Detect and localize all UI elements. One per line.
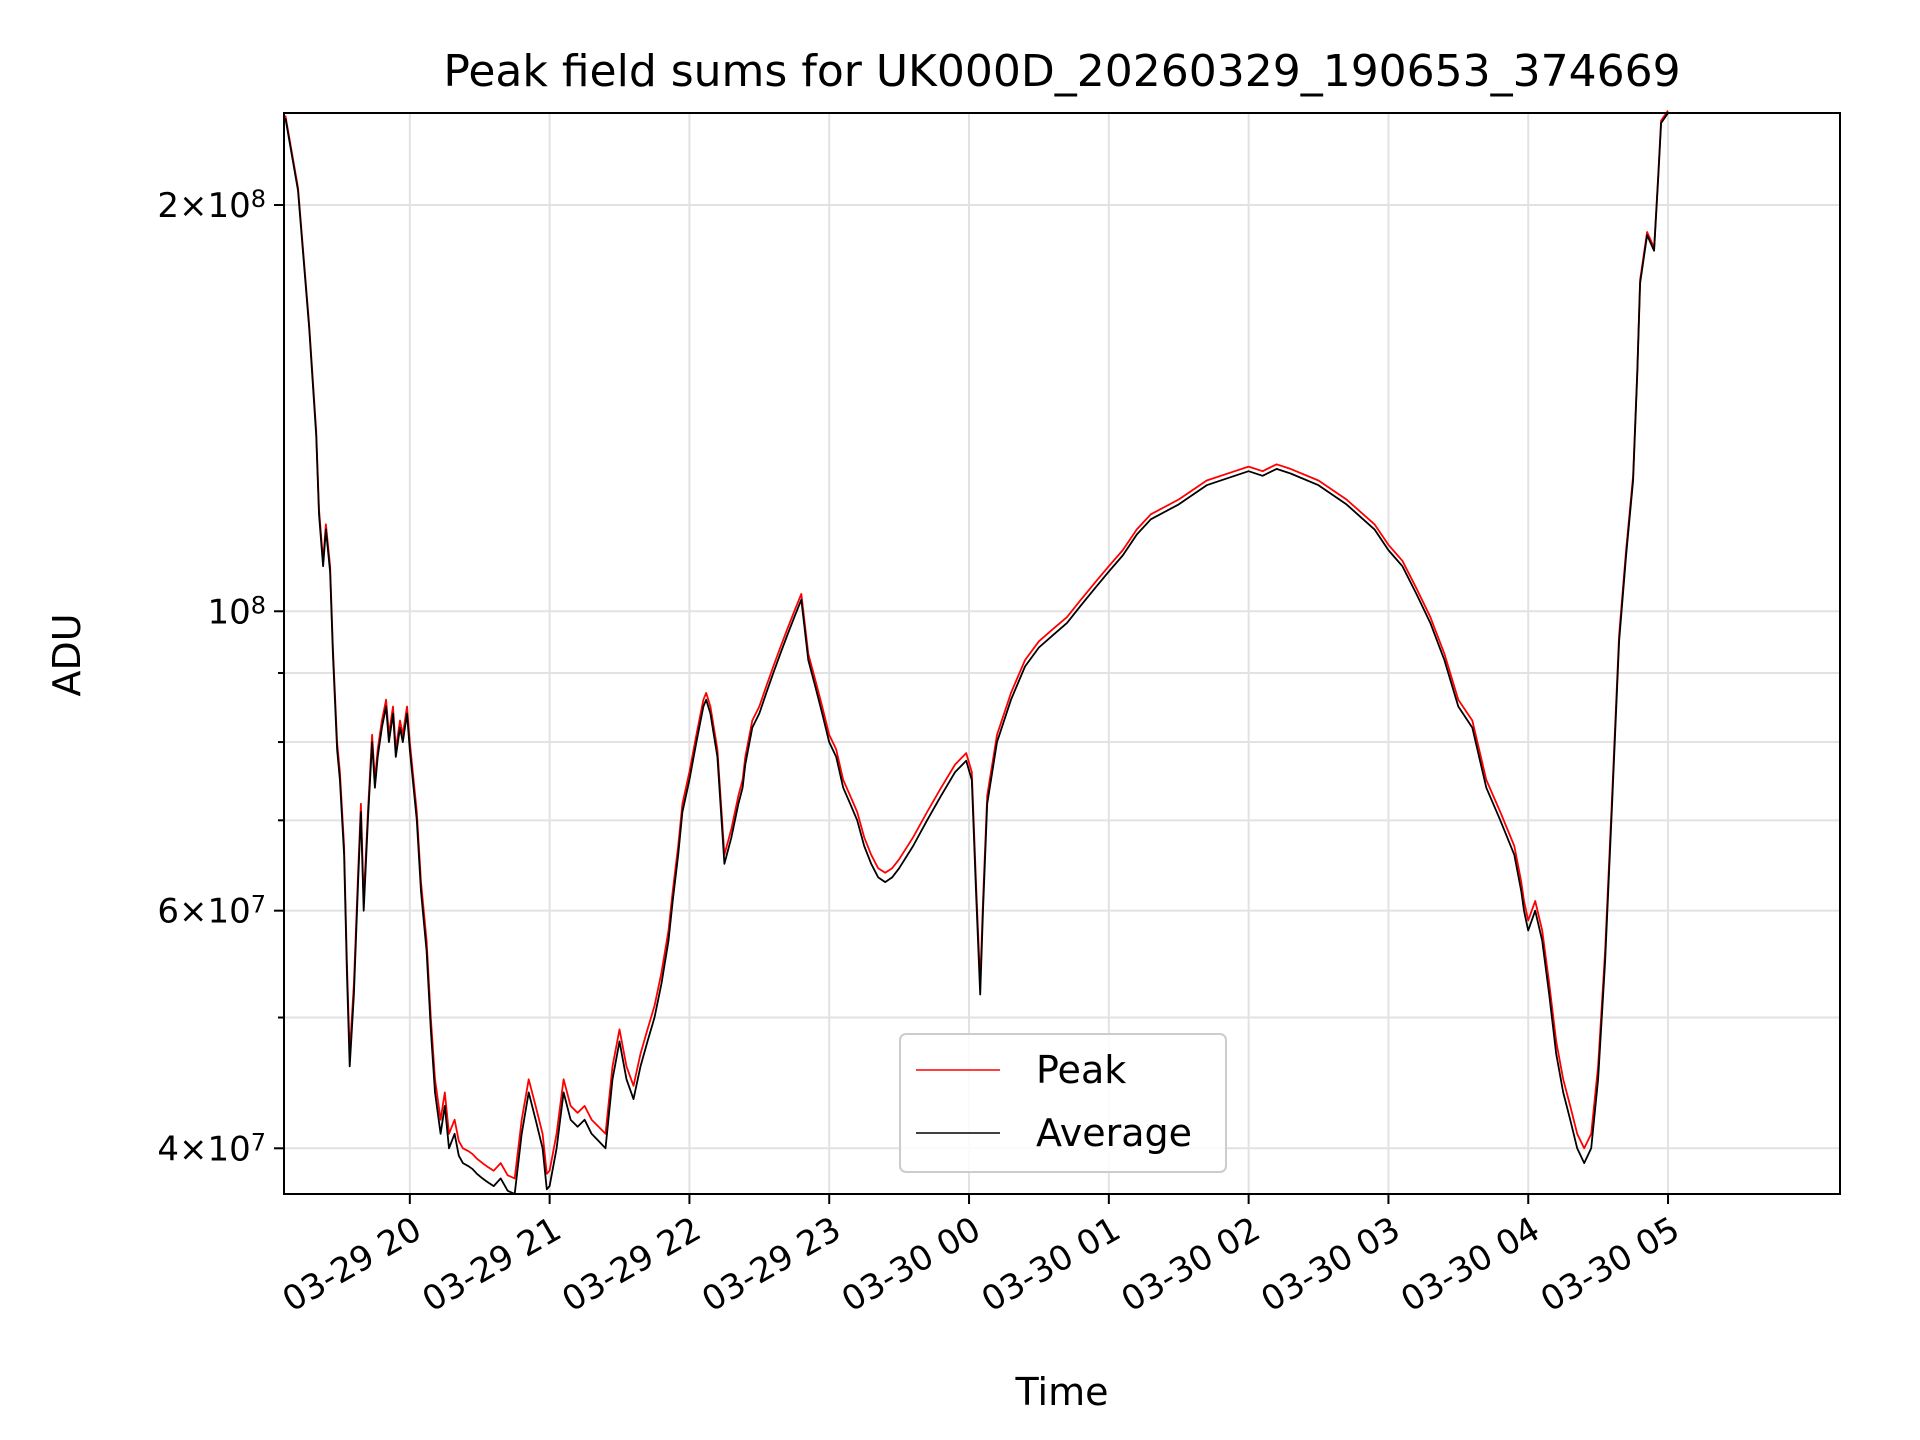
y-tick-label-times: × [179, 892, 208, 932]
series-line-average [284, 112, 1669, 1195]
chart-title: Peak field sums for UK000D_20260329_1906… [443, 46, 1680, 97]
y-tick-label-base: 10 [207, 592, 250, 632]
series-lines [284, 109, 1669, 1195]
legend-box [899, 1033, 1227, 1173]
y-tick-label-base: 10 [207, 186, 250, 226]
y-tick-label-mantissa: 4 [157, 1129, 179, 1169]
legend: Peak Average [899, 1033, 1227, 1173]
y-tick-label: 6×107 [157, 891, 266, 932]
y-tick-label-mantissa: 6 [157, 892, 179, 932]
y-tick-label-base: 10 [207, 1129, 250, 1169]
y-tick-label-base: 10 [207, 892, 250, 932]
y-tick-label-exp: 7 [251, 1129, 266, 1157]
y-tick-label-exp: 7 [251, 891, 266, 919]
legend-peak-label: Peak [1036, 1048, 1126, 1092]
plot-area-frame [283, 112, 1841, 1195]
y-tick-label-mantissa: 2 [157, 186, 179, 226]
y-tick-label-exp: 8 [251, 185, 266, 213]
legend-average-label: Average [1036, 1111, 1192, 1155]
y-tick-label: 4×107 [157, 1129, 266, 1170]
y-tick-label-times: × [179, 186, 208, 226]
y-tick-label-times: × [179, 1129, 208, 1169]
y-tick-label-exp: 8 [251, 592, 266, 620]
y-axis-label: ADU [45, 613, 89, 696]
y-tick-label: 108 [207, 592, 266, 633]
x-axis-label: Time [1015, 1370, 1109, 1414]
grid-lines [284, 113, 1840, 1194]
y-tick-label: 2×108 [157, 185, 266, 226]
